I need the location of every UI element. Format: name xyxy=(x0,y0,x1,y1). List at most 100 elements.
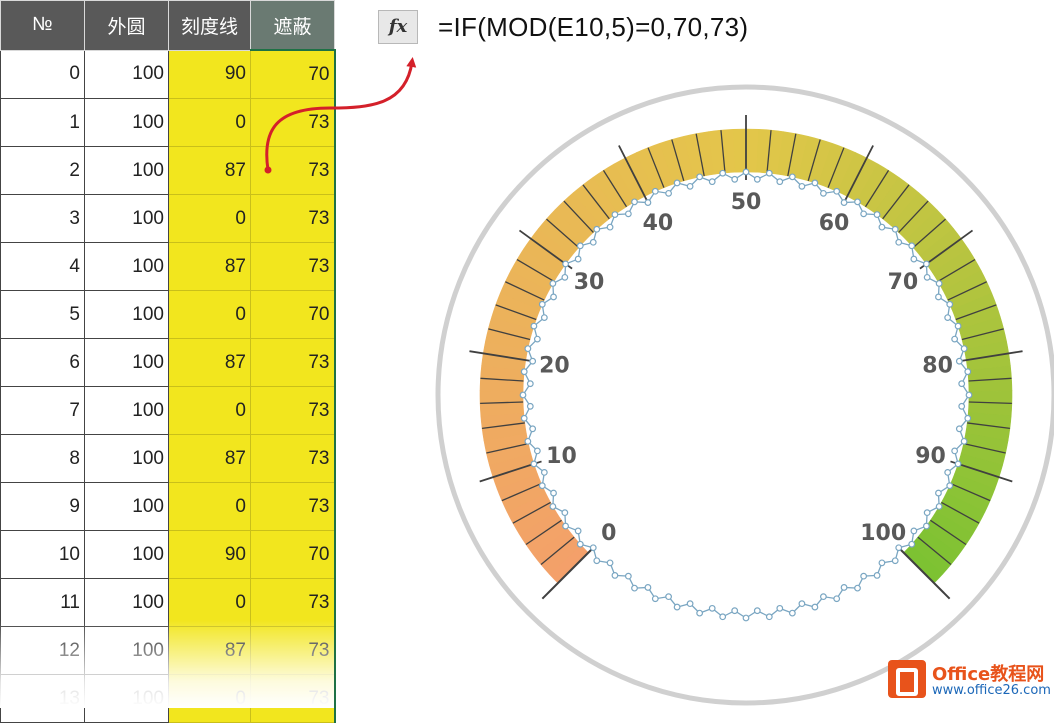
cell-tick-line[interactable]: 90 xyxy=(168,49,251,99)
cell-mask[interactable]: 73 xyxy=(250,386,336,435)
cell-number[interactable]: 5 xyxy=(0,290,85,339)
cell-outer-circle[interactable]: 100 xyxy=(84,530,169,579)
gauge-marker-point xyxy=(840,199,848,206)
gauge-marker-point xyxy=(811,179,819,187)
cell-tick-line[interactable]: 0 xyxy=(168,290,251,339)
gauge-color-band-segment xyxy=(523,238,567,273)
insert-function-button[interactable]: fx xyxy=(378,10,418,44)
cell-number[interactable]: 4 xyxy=(0,242,85,291)
cell-mask[interactable]: 73 xyxy=(250,338,336,387)
table-row: 7 100 0 73 xyxy=(0,386,336,435)
cell-outer-circle[interactable]: 100 xyxy=(84,98,169,147)
gauge-color-band-segment xyxy=(968,390,1013,404)
cell-tick-line[interactable]: 87 xyxy=(168,434,251,483)
cell-tick-line[interactable]: 87 xyxy=(168,338,251,387)
cell-mask[interactable]: 73 xyxy=(250,674,336,723)
gauge-marker-point xyxy=(696,609,704,617)
gauge-color-band-segment xyxy=(967,401,1013,417)
gauge-marker-point xyxy=(833,595,841,603)
gauge-end-tick xyxy=(900,549,951,600)
gauge-marker-point xyxy=(686,182,694,190)
gauge-marker-point xyxy=(860,572,868,580)
cell-tick-line[interactable]: 0 xyxy=(168,386,251,435)
cell-number[interactable]: 12 xyxy=(0,626,85,675)
cell-outer-circle[interactable]: 100 xyxy=(84,386,169,435)
gauge-marker-point xyxy=(530,322,538,330)
gauge-color-band-segment xyxy=(745,128,759,173)
cell-mask[interactable]: 73 xyxy=(250,434,336,483)
cell-mask[interactable]: 73 xyxy=(250,98,336,147)
cell-mask[interactable]: 73 xyxy=(250,146,336,195)
cell-outer-circle[interactable]: 100 xyxy=(84,194,169,243)
cell-number[interactable]: 11 xyxy=(0,578,85,627)
cell-outer-circle[interactable]: 100 xyxy=(84,434,169,483)
cell-outer-circle[interactable]: 100 xyxy=(84,626,169,675)
cell-number[interactable]: 0 xyxy=(0,49,85,99)
gauge-color-band-segment xyxy=(958,316,1005,340)
gauge-marker-point xyxy=(923,522,930,530)
cell-outer-circle[interactable]: 100 xyxy=(84,242,169,291)
gauge-color-band-segment xyxy=(942,270,988,301)
cell-mask[interactable]: 70 xyxy=(250,290,336,339)
cell-number[interactable]: 8 xyxy=(0,434,85,483)
cell-number[interactable]: 7 xyxy=(0,386,85,435)
cell-mask[interactable]: 70 xyxy=(250,49,336,99)
cell-outer-circle[interactable]: 100 xyxy=(84,290,169,339)
gauge-color-band-segment xyxy=(624,152,655,197)
cell-mask[interactable]: 73 xyxy=(250,578,336,627)
cell-number[interactable]: 3 xyxy=(0,194,85,243)
gauge-color-band-segment xyxy=(659,139,685,185)
cell-outer-circle[interactable]: 100 xyxy=(84,146,169,195)
cell-number[interactable]: 10 xyxy=(0,530,85,579)
column-header-number[interactable]: № xyxy=(0,0,85,51)
gauge-color-band-segment xyxy=(492,463,538,490)
gauge-color-band-segment xyxy=(931,248,976,282)
gauge-marker-point xyxy=(960,345,968,353)
cell-tick-line[interactable]: 90 xyxy=(168,530,251,579)
gauge-color-band-segment xyxy=(925,238,969,273)
cell-tick-line[interactable]: 87 xyxy=(168,242,251,291)
cell-mask[interactable]: 70 xyxy=(250,530,336,579)
cell-number[interactable]: 6 xyxy=(0,338,85,387)
cell-outer-circle[interactable]: 100 xyxy=(84,49,169,99)
gauge-color-band-segment xyxy=(912,218,955,256)
gauge-minor-tick xyxy=(582,184,610,220)
gauge-marker-point xyxy=(878,559,886,567)
gauge-color-band-segment xyxy=(708,129,726,175)
cell-tick-line[interactable]: 0 xyxy=(168,194,251,243)
gauge-color-band-segment xyxy=(495,292,541,320)
cell-tick-line[interactable]: 87 xyxy=(168,146,251,195)
formula-text[interactable]: =IF(MOD(E10,5)=0,70,73) xyxy=(438,12,749,42)
gauge-color-band-segment xyxy=(898,200,938,241)
cell-number[interactable]: 1 xyxy=(0,98,85,147)
cell-tick-line[interactable]: 87 xyxy=(168,626,251,675)
column-header-tick-line[interactable]: 刻度线 xyxy=(168,0,251,51)
cell-number[interactable]: 13 xyxy=(0,674,85,723)
table-row: 9 100 0 73 xyxy=(0,482,336,531)
cell-outer-circle[interactable]: 100 xyxy=(84,338,169,387)
cell-tick-line[interactable]: 0 xyxy=(168,578,251,627)
cell-mask[interactable]: 73 xyxy=(250,242,336,291)
cell-mask[interactable]: 73 xyxy=(250,482,336,531)
gauge-marker-point xyxy=(651,187,659,195)
cell-outer-circle[interactable]: 100 xyxy=(84,578,169,627)
cell-number[interactable]: 2 xyxy=(0,146,85,195)
gauge-marker-point xyxy=(958,380,966,388)
gauge-marker-point xyxy=(719,613,727,621)
gauge-marker-point xyxy=(891,557,899,565)
cell-tick-line[interactable]: 0 xyxy=(168,674,251,723)
gauge-color-band-segment xyxy=(947,281,993,311)
cell-number[interactable]: 9 xyxy=(0,482,85,531)
table-row: 10 100 90 70 xyxy=(0,530,336,579)
cell-outer-circle[interactable]: 100 xyxy=(84,674,169,723)
cell-mask[interactable]: 73 xyxy=(250,626,336,675)
cell-mask[interactable]: 73 xyxy=(250,194,336,243)
column-header-mask[interactable]: 遮蔽 xyxy=(250,0,335,51)
cell-outer-circle[interactable]: 100 xyxy=(84,482,169,531)
cell-tick-line[interactable]: 0 xyxy=(168,482,251,531)
gauge-minor-tick xyxy=(480,401,524,405)
column-header-outer-circle[interactable]: 外圆 xyxy=(84,0,169,51)
gauge-marker-point xyxy=(854,584,861,592)
gauge-marker-point xyxy=(644,199,652,206)
cell-tick-line[interactable]: 0 xyxy=(168,98,251,147)
